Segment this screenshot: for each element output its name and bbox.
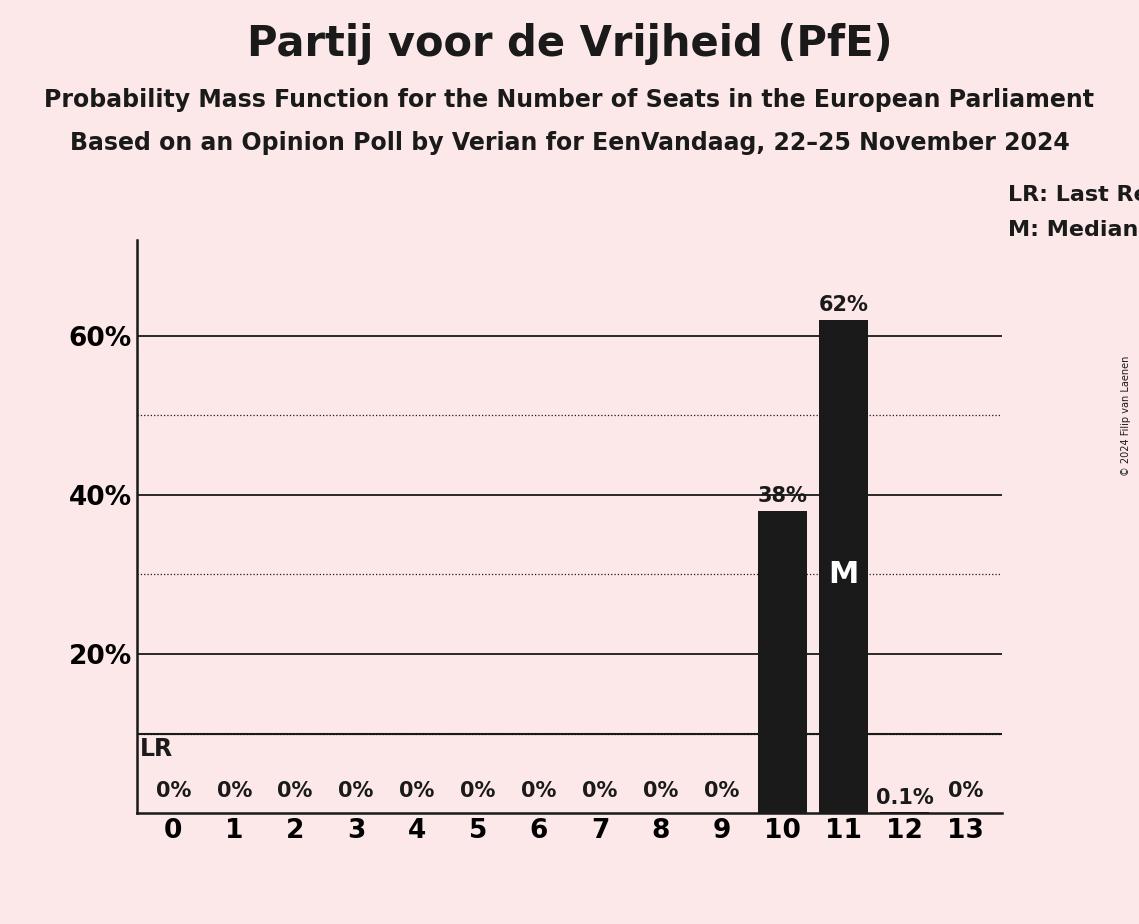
Text: 0%: 0%	[644, 781, 679, 801]
Text: © 2024 Filip van Laenen: © 2024 Filip van Laenen	[1121, 356, 1131, 476]
Text: 0%: 0%	[156, 781, 191, 801]
Text: 0%: 0%	[704, 781, 739, 801]
Text: 0.1%: 0.1%	[876, 787, 934, 808]
Text: 0%: 0%	[948, 781, 983, 801]
Text: 0%: 0%	[338, 781, 374, 801]
Text: Partij voor de Vrijheid (PfE): Partij voor de Vrijheid (PfE)	[247, 23, 892, 65]
Text: M: Median: M: Median	[1008, 220, 1138, 240]
Text: 0%: 0%	[582, 781, 617, 801]
Text: 0%: 0%	[216, 781, 252, 801]
Text: Based on an Opinion Poll by Verian for EenVandaag, 22–25 November 2024: Based on an Opinion Poll by Verian for E…	[69, 131, 1070, 155]
Text: 62%: 62%	[819, 295, 869, 315]
Text: 0%: 0%	[400, 781, 435, 801]
Bar	[819, 320, 868, 813]
Text: M: M	[829, 560, 859, 589]
Text: 0%: 0%	[278, 781, 313, 801]
Text: LR: Last Result: LR: Last Result	[1008, 185, 1139, 205]
Text: 0%: 0%	[522, 781, 557, 801]
Bar	[759, 511, 808, 813]
Text: LR: LR	[140, 736, 173, 760]
Text: 38%: 38%	[757, 486, 808, 506]
Text: 0%: 0%	[460, 781, 495, 801]
Text: Probability Mass Function for the Number of Seats in the European Parliament: Probability Mass Function for the Number…	[44, 88, 1095, 112]
